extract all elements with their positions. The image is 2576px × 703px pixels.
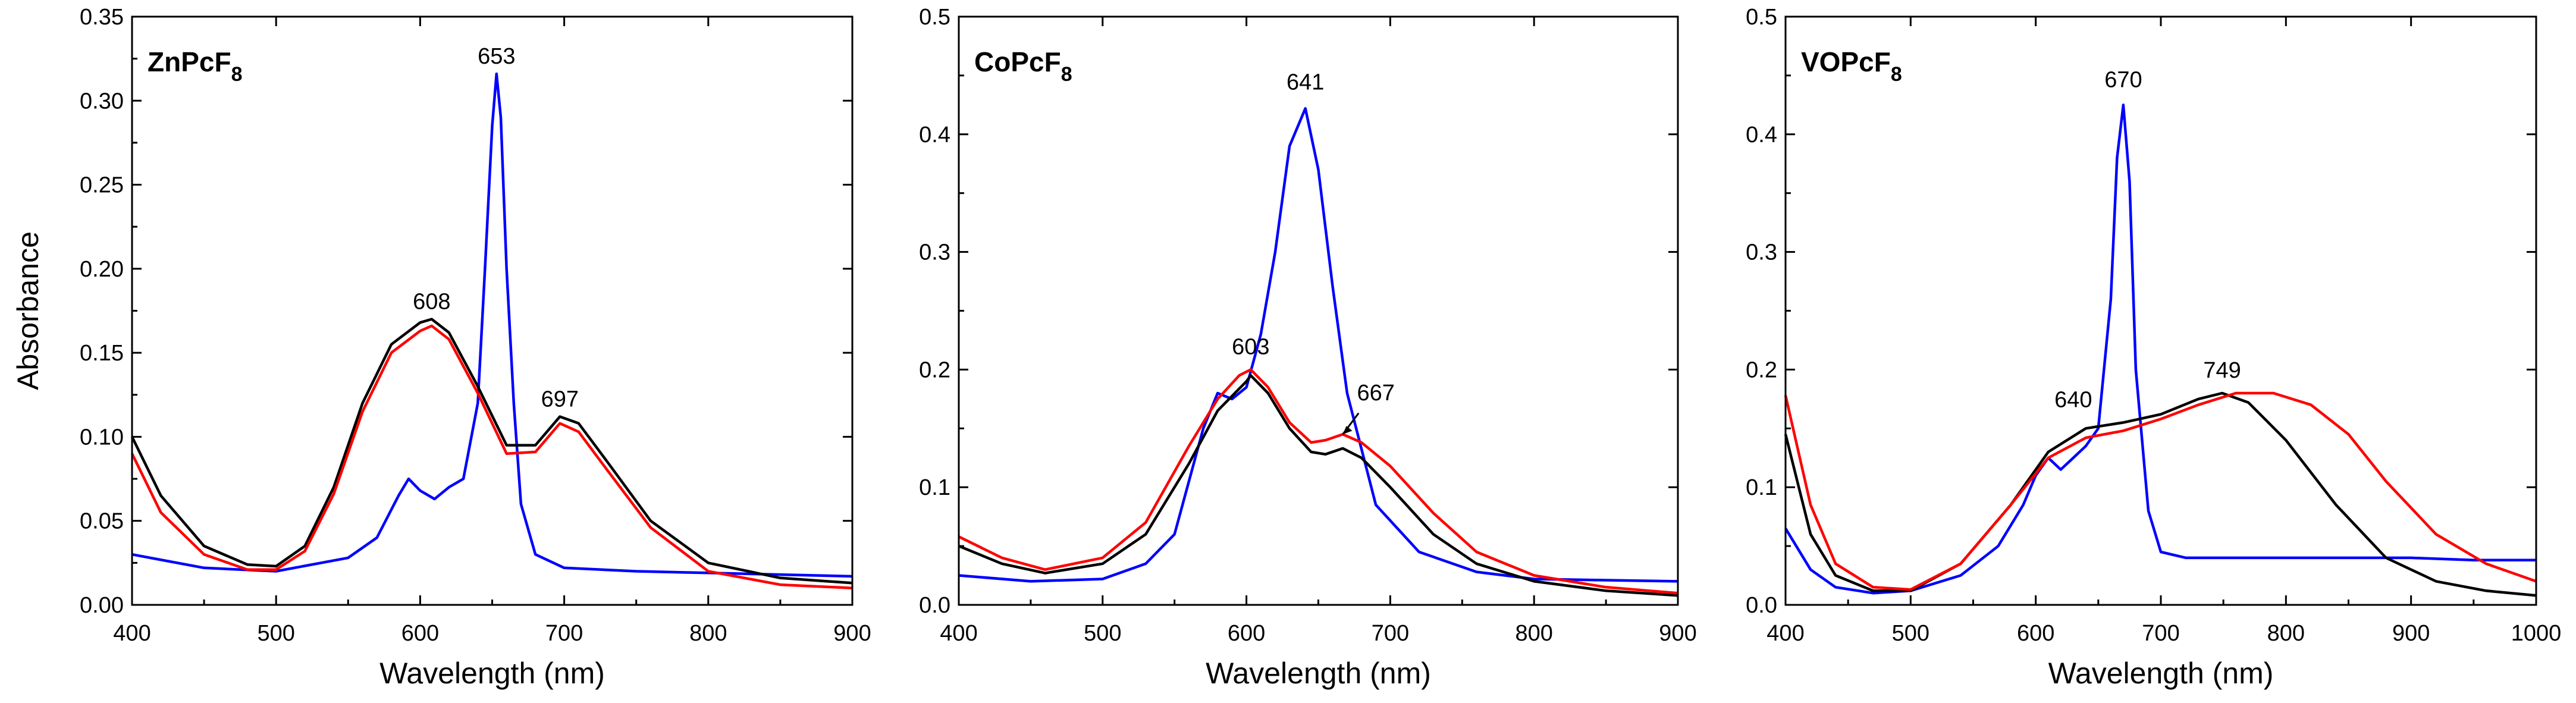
series-line-1 bbox=[130, 318, 853, 585]
panel-title-main: CoPcF bbox=[974, 46, 1061, 77]
x-tick-label: 500 bbox=[257, 621, 294, 646]
peak-label: 603 bbox=[1232, 335, 1269, 360]
panel-title: VOPcF8 bbox=[1801, 46, 1902, 86]
y-tick-label: 0.4 bbox=[1746, 123, 1777, 147]
panel-znpcf8: 400 500 600 700 800 900 0.00 0.05 0.10 0.15 0.20 0.… bbox=[11, 5, 871, 690]
y-tick-label: 0.00 bbox=[80, 593, 124, 618]
y-tick-label: 0.2 bbox=[919, 357, 950, 382]
series-line-2 bbox=[1784, 391, 2537, 591]
x-axis-title: Wavelength (nm) bbox=[2048, 657, 2274, 690]
panel-copcf8: 400 500 600 700 800 900 0.0 0.1 0.2 0.3 0.4 0.5 Wave… bbox=[919, 5, 1697, 690]
plot-frame bbox=[1784, 15, 2537, 606]
x-tick-label: 500 bbox=[1084, 621, 1121, 646]
peak-label: 749 bbox=[2203, 358, 2241, 383]
x-tick-label: 600 bbox=[2017, 621, 2054, 646]
panel-title-main: VOPcF bbox=[1801, 46, 1891, 77]
x-tick-label: 700 bbox=[2142, 621, 2179, 646]
panel-title-main: ZnPcF bbox=[148, 46, 231, 77]
x-tick-label: 800 bbox=[1515, 621, 1552, 646]
peak-label: 653 bbox=[478, 44, 515, 69]
series-line-0 bbox=[958, 107, 1678, 583]
peak-label: 670 bbox=[2104, 68, 2142, 93]
series-line-1 bbox=[958, 374, 1678, 597]
peak-label: 667 bbox=[1357, 381, 1395, 406]
y-tick-label: 0.35 bbox=[80, 5, 124, 30]
y-tick-label: 0.3 bbox=[919, 240, 950, 265]
panel-vopcf8: 400 500 600 700 800 900 1000 0.0 0.1 0.2 0.3 0.4 0.5… bbox=[1746, 5, 2561, 690]
x-tick-label: 400 bbox=[113, 621, 150, 646]
y-tick-label: 0.4 bbox=[919, 123, 950, 147]
annotation-arrow-head bbox=[1342, 426, 1353, 435]
x-tick-label: 900 bbox=[2392, 621, 2430, 646]
series-line-1 bbox=[1784, 391, 2537, 597]
x-tick-label: 900 bbox=[833, 621, 871, 646]
x-tick-label: 500 bbox=[1892, 621, 1929, 646]
panel-title-subscript: 8 bbox=[231, 63, 243, 86]
panel-title: ZnPcF8 bbox=[148, 46, 242, 86]
x-axis-title: Wavelength (nm) bbox=[379, 657, 605, 690]
series-line-2 bbox=[130, 324, 853, 589]
y-tick-label: 0.0 bbox=[1746, 593, 1777, 618]
panel-title: CoPcF8 bbox=[974, 46, 1072, 86]
x-axis-title: Wavelength (nm) bbox=[1206, 657, 1431, 690]
panel-title-subscript: 8 bbox=[1061, 63, 1072, 86]
y-tick-label: 0.0 bbox=[919, 593, 950, 618]
y-tick-label: 0.1 bbox=[919, 475, 950, 500]
y-tick-label: 0.05 bbox=[80, 509, 124, 534]
y-tick-label: 0.25 bbox=[80, 173, 124, 198]
plot-frame bbox=[131, 15, 854, 606]
x-tick-label: 600 bbox=[401, 621, 439, 646]
y-axis-title: Absorbance bbox=[11, 231, 45, 390]
series-line-0 bbox=[131, 72, 853, 578]
y-tick-label: 0.1 bbox=[1746, 475, 1777, 500]
series-line-0 bbox=[1784, 103, 2536, 595]
x-tick-label: 600 bbox=[1228, 621, 1265, 646]
y-tick-label: 0.5 bbox=[1746, 5, 1777, 30]
x-tick-label: 800 bbox=[2267, 621, 2305, 646]
x-tick-label: 700 bbox=[545, 621, 583, 646]
peak-label: 608 bbox=[413, 290, 450, 315]
y-tick-label: 0.3 bbox=[1746, 240, 1777, 265]
series-line-2 bbox=[958, 368, 1678, 595]
peak-label: 697 bbox=[541, 387, 579, 412]
peak-label: 641 bbox=[1287, 70, 1324, 95]
x-tick-label: 400 bbox=[940, 621, 977, 646]
y-tick-label: 0.15 bbox=[80, 341, 124, 366]
y-tick-label: 0.30 bbox=[80, 89, 124, 114]
x-tick-label: 400 bbox=[1767, 621, 1804, 646]
y-tick-label: 0.5 bbox=[919, 5, 950, 30]
y-tick-label: 0.10 bbox=[80, 425, 124, 450]
plot-frame bbox=[958, 15, 1679, 606]
x-tick-label: 800 bbox=[689, 621, 727, 646]
x-tick-label: 900 bbox=[1659, 621, 1696, 646]
panel-title-subscript: 8 bbox=[1891, 63, 1902, 86]
peak-label: 640 bbox=[2054, 388, 2092, 413]
x-tick-label: 1000 bbox=[2511, 621, 2562, 646]
x-tick-label: 700 bbox=[1372, 621, 1409, 646]
y-tick-label: 0.2 bbox=[1746, 357, 1777, 382]
y-tick-label: 0.20 bbox=[80, 257, 124, 282]
